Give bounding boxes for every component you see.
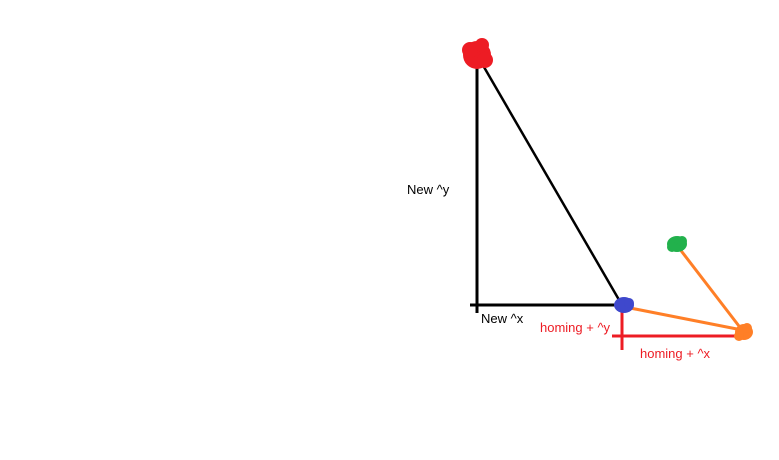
red-point [462,38,493,69]
orange-point [734,323,753,341]
orange-line-green-to-orange [677,247,744,331]
label-new-dy: New ^y [407,182,450,197]
orange-line-blue-to-orange [624,305,743,332]
label-new-dx: New ^x [481,311,524,326]
label-homing-dy: homing + ^y [540,320,611,335]
label-homing-dx: homing + ^x [640,346,711,361]
green-point [667,236,687,252]
hypotenuse [475,54,624,306]
blue-point [614,297,634,313]
